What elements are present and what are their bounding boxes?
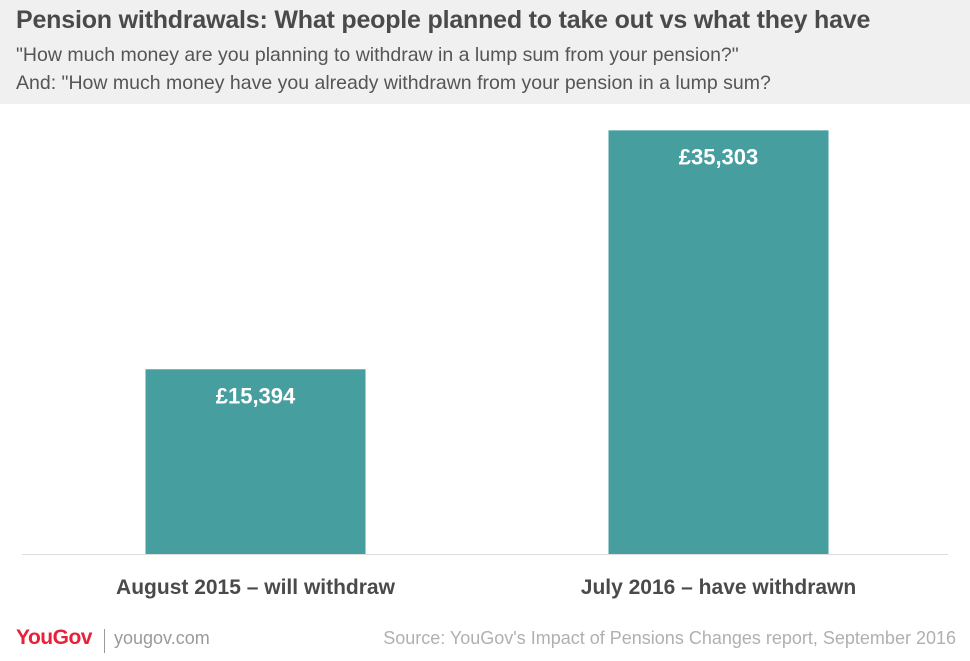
footer-site-link[interactable]: yougov.com xyxy=(114,628,210,648)
footer-source: Source: YouGov's Impact of Pensions Chan… xyxy=(383,628,956,648)
bar-value-label-2: £35,303 xyxy=(679,144,759,169)
x-tick-label-1: August 2015 – will withdraw xyxy=(116,576,396,599)
yougov-logo: YouGov xyxy=(16,626,92,649)
chart-header: Pension withdrawals: What people planned… xyxy=(0,0,970,104)
bar-2 xyxy=(608,130,829,554)
chart-title: Pension withdrawals: What people planned… xyxy=(16,6,871,34)
bar-value-label-1: £15,394 xyxy=(216,383,296,408)
bar-1 xyxy=(145,369,366,554)
chart-subtitle-line-2: And: "How much money have you already wi… xyxy=(16,72,771,94)
footer-divider xyxy=(104,629,105,653)
chart-subtitle-line-1: "How much money are you planning to with… xyxy=(16,44,739,66)
x-tick-label-2: July 2016 – have withdrawn xyxy=(581,576,856,599)
